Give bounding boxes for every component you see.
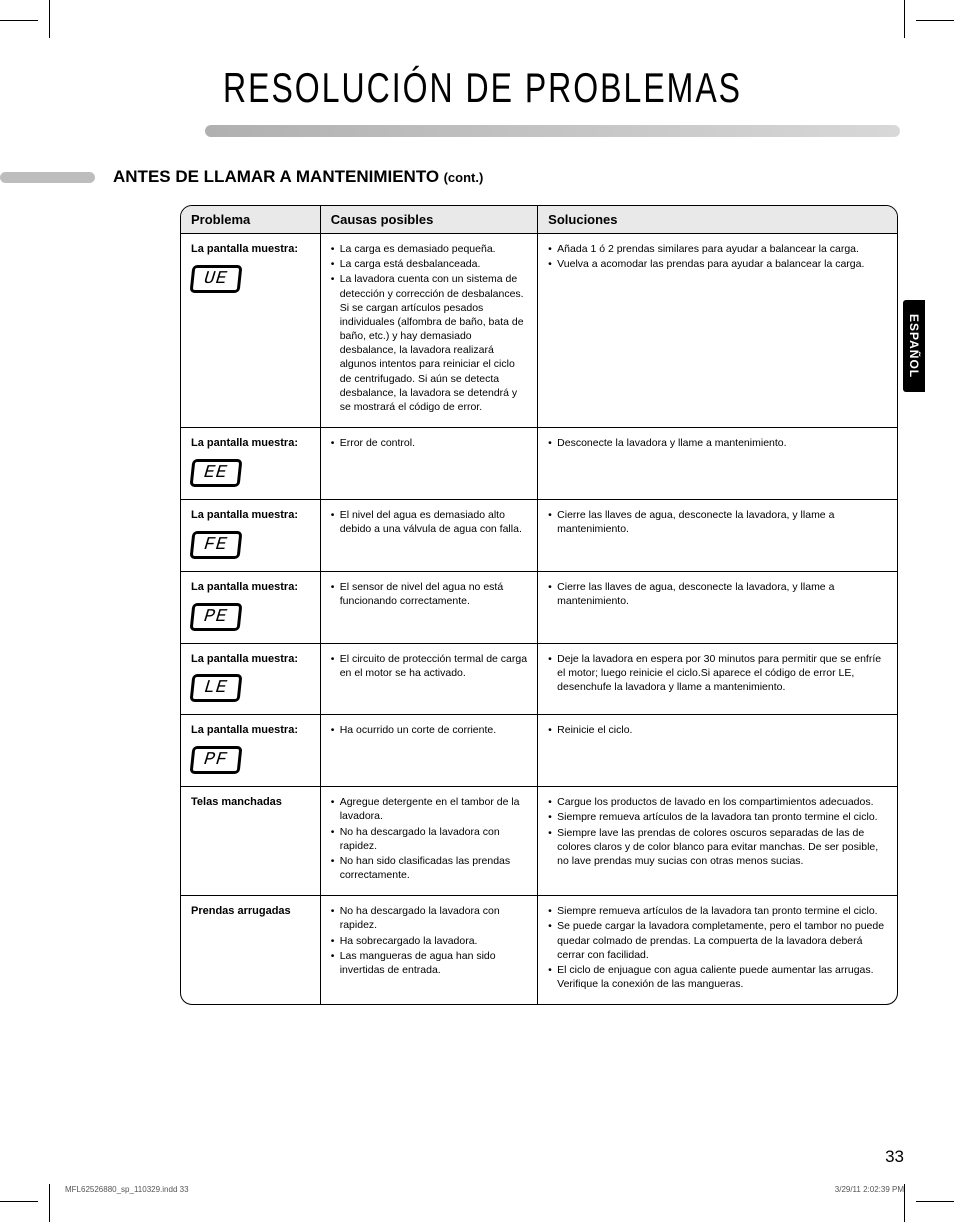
footer-timestamp: 3/29/11 2:02:39 PM bbox=[835, 1185, 904, 1194]
solution-item: Cierre las llaves de agua, desconecte la… bbox=[548, 508, 887, 536]
table-row: Prendas arrugadas No ha descargado la lav… bbox=[181, 896, 897, 1004]
problem-label: La pantalla muestra: bbox=[191, 436, 310, 451]
table-row: La pantalla muestra: PF Ha ocurrido un cor… bbox=[181, 715, 897, 787]
cause-item: No ha descargado la lavadora con rapidez… bbox=[331, 825, 527, 853]
solution-item: Cierre las llaves de agua, desconecte la… bbox=[548, 580, 887, 608]
solution-item: Reinicie el ciclo. bbox=[548, 723, 887, 737]
error-code-badge: EE bbox=[190, 459, 243, 487]
solution-item: Vuelva a acomodar las prendas para ayuda… bbox=[548, 257, 887, 271]
cause-item: Ha sobrecargado la lavadora. bbox=[331, 934, 527, 948]
solution-item: Cargue los productos de lavado en los co… bbox=[548, 795, 887, 809]
solution-item: Siempre remueva artículos de la lavadora… bbox=[548, 810, 887, 824]
language-tab: ESPAÑOL bbox=[903, 300, 925, 392]
causes-cell: La carga es demasiado pequeña.La carga e… bbox=[321, 234, 538, 428]
cause-item: El sensor de nivel del agua no está func… bbox=[331, 580, 527, 608]
cause-item: Agregue detergente en el tambor de la la… bbox=[331, 795, 527, 823]
error-code-badge: UE bbox=[190, 265, 243, 293]
solution-item: Deje la lavadora en espera por 30 minuto… bbox=[548, 652, 887, 695]
problem-cell: La pantalla muestra: PF bbox=[181, 715, 321, 787]
problem-label: La pantalla muestra: bbox=[191, 652, 310, 667]
solution-item: Añada 1 ó 2 prendas similares para ayuda… bbox=[548, 242, 887, 256]
title-divider bbox=[205, 125, 900, 137]
problem-cell: La pantalla muestra: LE bbox=[181, 644, 321, 716]
error-code-badge: PF bbox=[190, 746, 243, 774]
solution-item: Se puede cargar la lavadora completament… bbox=[548, 919, 887, 962]
cause-item: Las mangueras de agua han sido invertida… bbox=[331, 949, 527, 977]
footer-file: MFL62526880_sp_110329.indd 33 bbox=[65, 1185, 189, 1194]
table-row: La pantalla muestra: LE El circuito de pro… bbox=[181, 644, 897, 716]
main-title: RESOLUCIÓN DE PROBLEMAS bbox=[65, 64, 900, 112]
solutions-cell: Añada 1 ó 2 prendas similares para ayuda… bbox=[538, 234, 897, 428]
cause-item: Error de control. bbox=[331, 436, 527, 450]
troubleshooting-table: Problema Causas posibles Soluciones La p… bbox=[180, 205, 898, 1005]
solution-item: Siempre remueva artículos de la lavadora… bbox=[548, 904, 887, 918]
causes-cell: El nivel del agua es demasiado alto debi… bbox=[321, 500, 538, 572]
header-solutions: Soluciones bbox=[538, 206, 897, 234]
problem-cell: Telas manchadas bbox=[181, 787, 321, 896]
problem-text: Telas manchadas bbox=[191, 795, 310, 810]
solutions-cell: Cargue los productos de lavado en los co… bbox=[538, 787, 897, 896]
table-row: Telas manchadas Agregue detergente en el … bbox=[181, 787, 897, 896]
problem-cell: La pantalla muestra: EE bbox=[181, 428, 321, 500]
header-causes: Causas posibles bbox=[321, 206, 538, 234]
causes-cell: El sensor de nivel del agua no está func… bbox=[321, 572, 538, 644]
page-number: 33 bbox=[885, 1147, 904, 1167]
section-cont: (cont.) bbox=[444, 170, 484, 185]
solution-item: Desconecte la lavadora y llame a manteni… bbox=[548, 436, 887, 450]
solutions-cell: Reinicie el ciclo. bbox=[538, 715, 897, 787]
table-row: La pantalla muestra: PE El sensor de nivel… bbox=[181, 572, 897, 644]
solutions-cell: Cierre las llaves de agua, desconecte la… bbox=[538, 572, 897, 644]
causes-cell: Error de control. bbox=[321, 428, 538, 500]
section-lead-bar bbox=[0, 172, 95, 183]
header-problem: Problema bbox=[181, 206, 321, 234]
problem-cell: Prendas arrugadas bbox=[181, 896, 321, 1004]
error-code-badge: FE bbox=[190, 531, 243, 559]
problem-cell: La pantalla muestra: UE bbox=[181, 234, 321, 428]
solution-item: Siempre lave las prendas de colores oscu… bbox=[548, 826, 887, 869]
section-heading: ANTES DE LLAMAR A MANTENIMIENTO (cont.) bbox=[0, 167, 900, 187]
problem-text: Prendas arrugadas bbox=[191, 904, 310, 919]
table-row: La pantalla muestra: EE Error de control. D… bbox=[181, 428, 897, 500]
solutions-cell: Siempre remueva artículos de la lavadora… bbox=[538, 896, 897, 1004]
cause-item: El nivel del agua es demasiado alto debi… bbox=[331, 508, 527, 536]
solution-item: El ciclo de enjuague con agua caliente p… bbox=[548, 963, 887, 991]
table-row: La pantalla muestra: FE El nivel del agua … bbox=[181, 500, 897, 572]
problem-cell: La pantalla muestra: PE bbox=[181, 572, 321, 644]
problem-label: La pantalla muestra: bbox=[191, 723, 310, 738]
causes-cell: Ha ocurrido un corte de corriente. bbox=[321, 715, 538, 787]
error-code-badge: LE bbox=[190, 674, 243, 702]
problem-label: La pantalla muestra: bbox=[191, 580, 310, 595]
section-title: ANTES DE LLAMAR A MANTENIMIENTO bbox=[113, 167, 439, 186]
cause-item: No ha descargado la lavadora con rapidez… bbox=[331, 904, 527, 932]
problem-cell: La pantalla muestra: FE bbox=[181, 500, 321, 572]
cause-item: La carga está desbalanceada. bbox=[331, 257, 527, 271]
solutions-cell: Cierre las llaves de agua, desconecte la… bbox=[538, 500, 897, 572]
solutions-cell: Deje la lavadora en espera por 30 minuto… bbox=[538, 644, 897, 716]
causes-cell: No ha descargado la lavadora con rapidez… bbox=[321, 896, 538, 1004]
causes-cell: El circuito de protección termal de carg… bbox=[321, 644, 538, 716]
cause-item: El circuito de protección termal de carg… bbox=[331, 652, 527, 680]
error-code-badge: PE bbox=[190, 603, 243, 631]
problem-label: La pantalla muestra: bbox=[191, 242, 310, 257]
causes-cell: Agregue detergente en el tambor de la la… bbox=[321, 787, 538, 896]
table-row: La pantalla muestra: UE La carga es demasi… bbox=[181, 234, 897, 428]
cause-item: Ha ocurrido un corte de corriente. bbox=[331, 723, 527, 737]
cause-item: La carga es demasiado pequeña. bbox=[331, 242, 527, 256]
solutions-cell: Desconecte la lavadora y llame a manteni… bbox=[538, 428, 897, 500]
cause-item: La lavadora cuenta con un sistema de det… bbox=[331, 272, 527, 414]
problem-label: La pantalla muestra: bbox=[191, 508, 310, 523]
cause-item: No han sido clasificadas las prendas cor… bbox=[331, 854, 527, 882]
